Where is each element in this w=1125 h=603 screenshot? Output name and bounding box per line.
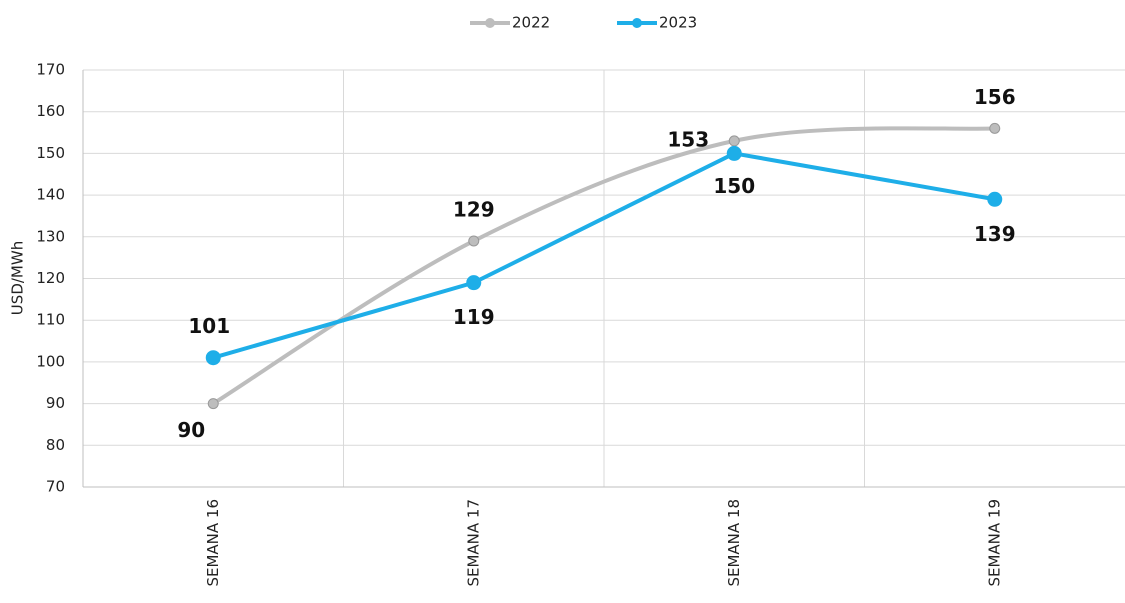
point xyxy=(205,350,221,366)
line xyxy=(212,151,996,360)
y-tick-label: 90 xyxy=(46,394,65,412)
data-label: 129 xyxy=(453,197,495,221)
y-tick-label: 170 xyxy=(36,61,65,79)
data-label: 101 xyxy=(188,314,230,338)
point xyxy=(987,191,1003,207)
point xyxy=(468,235,480,247)
x-tick-label: SEMANA 18 xyxy=(725,499,743,587)
y-tick-label: 160 xyxy=(36,102,65,120)
data-label: 119 xyxy=(453,305,495,329)
x-tick-label: SEMANA 17 xyxy=(464,499,482,587)
point xyxy=(207,398,219,410)
data-label: 156 xyxy=(974,85,1016,109)
point xyxy=(726,145,742,161)
point xyxy=(728,135,740,147)
y-tick-label: 100 xyxy=(36,352,65,370)
legend-label: 2023 xyxy=(659,14,697,32)
data-label: 139 xyxy=(974,222,1016,246)
line xyxy=(212,126,995,406)
data-label: 153 xyxy=(667,127,709,151)
legend-marker xyxy=(485,18,495,28)
y-tick-label: 120 xyxy=(36,269,65,287)
y-tick-label: 70 xyxy=(46,478,65,496)
legend-label: 2022 xyxy=(512,14,550,32)
point xyxy=(989,122,1001,134)
y-tick-label: 140 xyxy=(36,186,65,204)
y-tick-label: 130 xyxy=(36,227,65,245)
x-tick-label: SEMANA 19 xyxy=(985,499,1003,587)
y-tick-label: 150 xyxy=(36,144,65,162)
y-tick-label: 80 xyxy=(46,436,65,454)
y-tick-label: 110 xyxy=(36,311,65,329)
point xyxy=(466,275,482,291)
data-label: 90 xyxy=(177,418,205,442)
x-tick-label: SEMANA 16 xyxy=(204,499,222,587)
y-axis-label: USD/MWh xyxy=(9,241,27,315)
data-label: 150 xyxy=(713,174,755,198)
legend-marker xyxy=(632,18,642,28)
